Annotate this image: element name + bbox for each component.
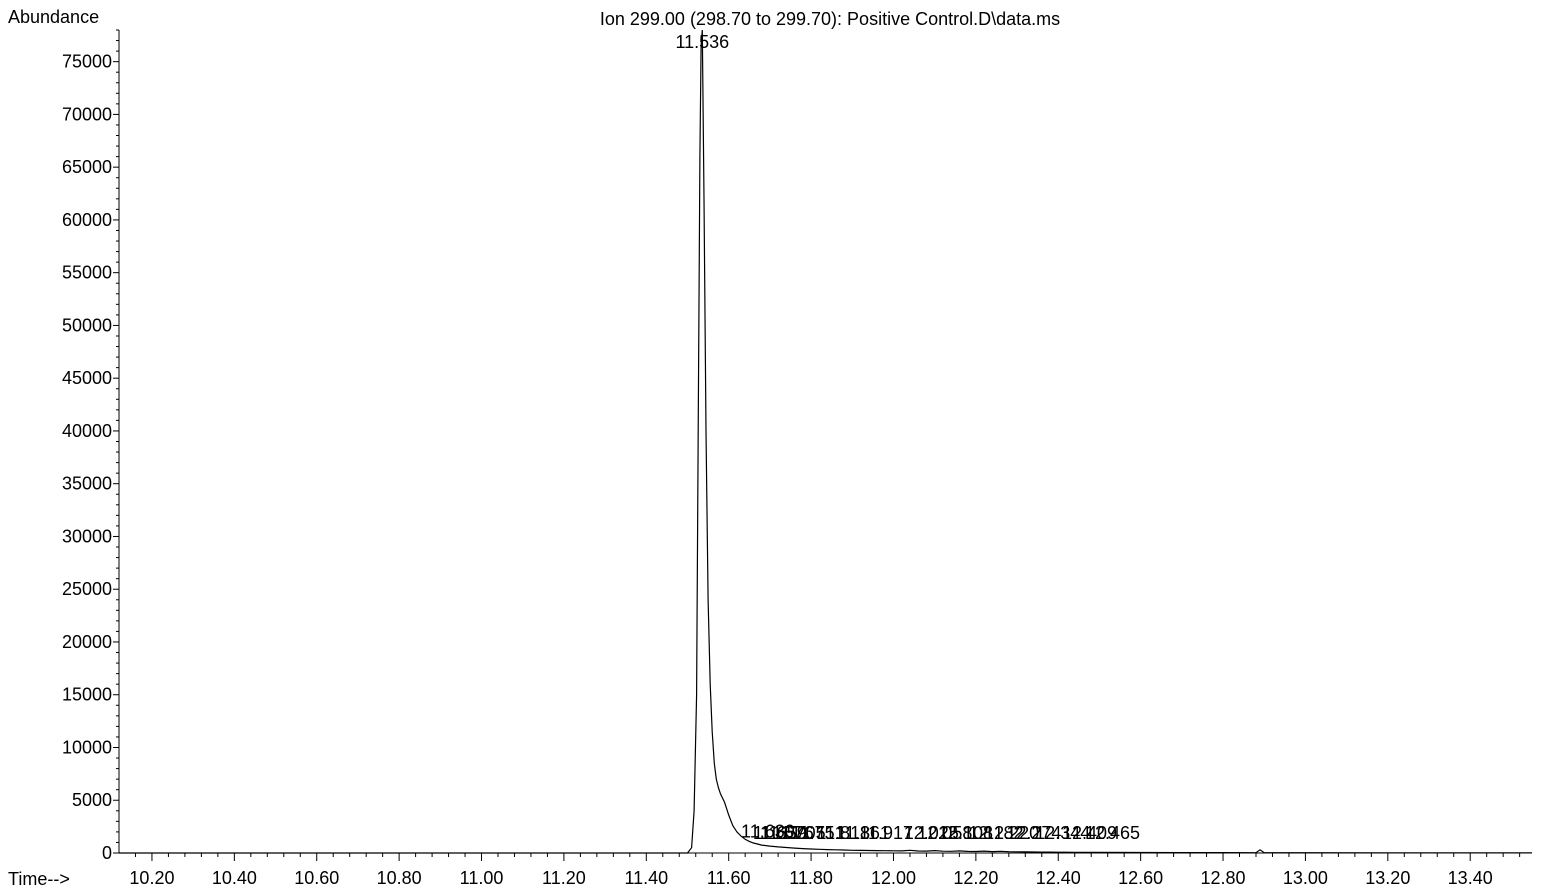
- series-line: [119, 29, 1533, 854]
- y-tick-label: 20000: [62, 632, 112, 652]
- peak-label: 11.751: [791, 823, 845, 843]
- peak-label: 12.344: [1035, 823, 1090, 843]
- peak-label: 11.917: [859, 823, 913, 843]
- y-axis-label: Abundance: [8, 7, 99, 27]
- x-tick-label: 10.60: [294, 868, 339, 888]
- y-tick-label: 55000: [62, 263, 112, 283]
- y-tick-label: 65000: [62, 157, 112, 177]
- x-tick-label: 11.60: [707, 868, 751, 888]
- y-tick-label: 30000: [62, 526, 112, 546]
- y-tick-label: 0: [102, 843, 112, 863]
- y-tick-label: 5000: [72, 790, 112, 810]
- peak-label: 11.659: [753, 823, 807, 843]
- peak-label: 12.058: [917, 823, 972, 843]
- peak-label: 12.108: [938, 823, 993, 843]
- x-axis-label: Time-->: [8, 869, 70, 889]
- x-tick-label: 13.00: [1283, 868, 1328, 888]
- x-tick-label: 11.80: [789, 868, 833, 888]
- x-tick-label: 10.40: [212, 868, 257, 888]
- x-tick-label: 12.20: [953, 868, 998, 888]
- x-tick-label: 11.00: [460, 868, 504, 888]
- axes: 0 5000 10000 15000 20000 25000 30000 35000 40000…: [62, 29, 1532, 888]
- peak-label: 12.274: [1006, 823, 1061, 843]
- peak-label: 11.813: [816, 823, 870, 843]
- y-tick-label: 75000: [62, 52, 112, 72]
- y-tick-label: 70000: [62, 104, 112, 124]
- x-tick-label: 12.40: [1036, 868, 1081, 888]
- chart-title: Ion 299.00 (298.70 to 299.70): Positive …: [600, 9, 1060, 29]
- y-tick-label: 50000: [62, 315, 112, 335]
- x-tick-label: 10.20: [129, 868, 174, 888]
- peak-label: 11.705: [772, 823, 826, 843]
- peak-label: 11.676: [760, 823, 814, 843]
- x-tick-label: 12.80: [1201, 868, 1246, 888]
- y-tick-label: 45000: [62, 368, 112, 388]
- y-tick-label: 25000: [62, 579, 112, 599]
- series-group: [119, 29, 1533, 854]
- y-tick-label: 15000: [62, 685, 112, 705]
- peak-label: 12.182: [968, 823, 1023, 843]
- peak-label: 11.861: [836, 823, 890, 843]
- x-tick-label: 13.40: [1448, 868, 1493, 888]
- peak-label: 11.630: [741, 821, 795, 841]
- peak-label: 12.409: [1062, 823, 1117, 843]
- x-tick-label: 11.20: [542, 868, 586, 888]
- peak-labels: 11.536 11.63011.65911.67611.70511.75111.8…: [675, 32, 1140, 843]
- x-tick-label: 12.00: [871, 868, 916, 888]
- y-tick-label: 60000: [62, 210, 112, 230]
- y-tick-label: 40000: [62, 421, 112, 441]
- y-tick-label: 35000: [62, 474, 112, 494]
- x-tick-label: 11.40: [624, 868, 668, 888]
- x-tick-label: 12.60: [1118, 868, 1163, 888]
- peak-label: 12.465: [1085, 823, 1140, 843]
- x-tick-label: 10.80: [377, 868, 422, 888]
- x-tick-label: 13.20: [1365, 868, 1410, 888]
- peak-label: 11.536: [675, 32, 729, 52]
- peak-label: 12.025: [904, 823, 959, 843]
- peak-label: 12.220: [984, 823, 1039, 843]
- y-tick-label: 10000: [62, 737, 112, 757]
